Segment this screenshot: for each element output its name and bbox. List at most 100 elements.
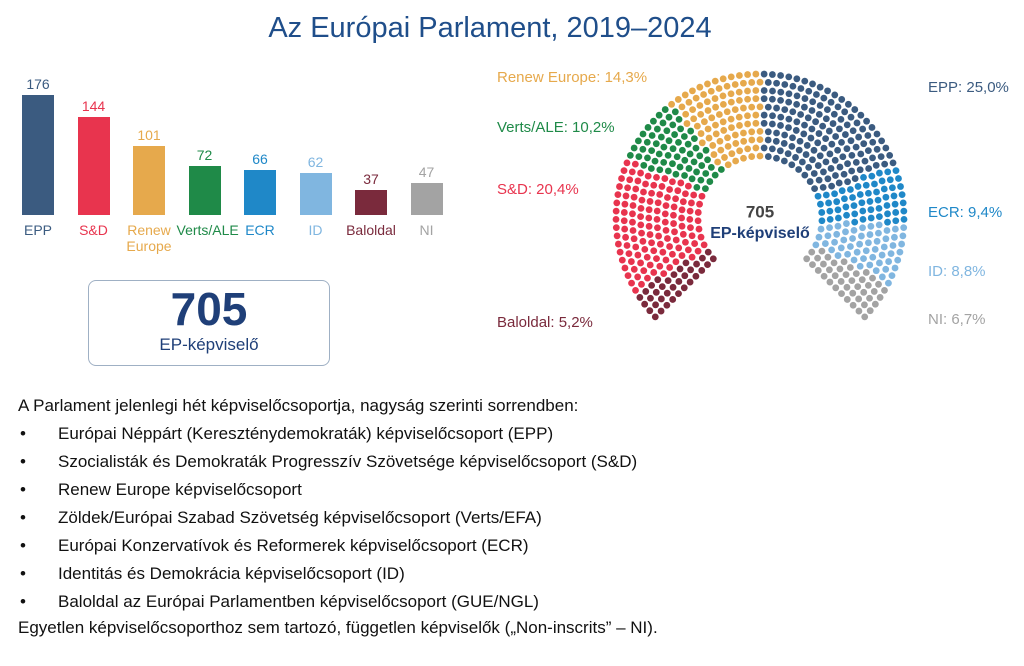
seat — [634, 273, 642, 281]
seat — [680, 133, 688, 140]
seat — [653, 207, 661, 215]
seat — [852, 143, 860, 151]
seat — [669, 160, 676, 168]
seat — [838, 138, 845, 146]
seat — [744, 87, 751, 95]
seat — [869, 154, 876, 162]
seat — [844, 178, 851, 186]
seat — [856, 191, 864, 198]
seat — [752, 95, 760, 103]
seat — [696, 200, 703, 208]
value-label: 176 — [26, 76, 50, 93]
seat — [850, 202, 858, 210]
seat — [704, 248, 712, 256]
seat — [805, 87, 813, 95]
seat — [670, 271, 678, 279]
seat — [623, 159, 631, 167]
seat — [637, 169, 644, 177]
seat — [811, 185, 818, 193]
seat — [616, 248, 624, 256]
seat — [822, 135, 830, 143]
seat — [735, 113, 743, 121]
seat — [648, 147, 656, 155]
seat — [624, 184, 632, 192]
seat — [675, 278, 683, 285]
bar — [355, 189, 387, 215]
seat — [830, 259, 838, 267]
seat — [658, 283, 666, 291]
seat — [760, 95, 768, 103]
seat — [793, 100, 801, 108]
seat — [850, 226, 858, 234]
seat — [686, 278, 694, 286]
seat — [665, 137, 673, 145]
seat — [630, 235, 638, 243]
seat — [669, 283, 677, 291]
seat — [648, 281, 656, 289]
seat — [840, 170, 848, 178]
seat — [641, 245, 649, 253]
seat — [716, 137, 724, 145]
share-label: ECR: 9,4% — [928, 204, 1002, 221]
seat — [868, 124, 876, 131]
seat — [768, 71, 776, 78]
group-list: Európai Néppárt (Kereszténydemokraták) k… — [18, 420, 658, 616]
seat — [855, 307, 863, 315]
seat — [686, 215, 694, 223]
seat — [841, 108, 849, 116]
seat — [740, 79, 747, 87]
seat — [698, 139, 706, 147]
seat — [655, 150, 663, 158]
seat — [727, 90, 735, 98]
seat — [678, 222, 686, 230]
list-item: Európai Néppárt (Kereszténydemokraták) k… — [18, 420, 658, 448]
seat — [614, 191, 622, 199]
seat — [714, 158, 722, 166]
seat — [878, 273, 886, 281]
seat — [777, 113, 785, 121]
seat — [856, 240, 864, 248]
seat — [831, 91, 839, 99]
seat — [671, 228, 678, 236]
seat — [809, 261, 816, 269]
list-item: Baloldal az Európai Parlamentben képvise… — [18, 588, 658, 616]
seat — [664, 277, 672, 285]
seat — [815, 233, 823, 241]
seat — [840, 236, 848, 244]
seat — [819, 122, 827, 130]
seat — [635, 153, 643, 160]
seat — [744, 112, 751, 120]
seat — [622, 192, 630, 200]
seat — [644, 274, 651, 282]
seat — [861, 301, 868, 309]
seat — [798, 158, 806, 166]
seat — [769, 112, 776, 120]
seat — [768, 120, 776, 128]
seat — [803, 255, 811, 263]
seat — [628, 279, 635, 287]
seat — [692, 144, 700, 152]
seat — [659, 248, 667, 256]
seat — [645, 206, 653, 214]
seat — [661, 218, 669, 226]
seat — [822, 115, 830, 123]
seat — [882, 235, 890, 243]
seat — [696, 102, 704, 109]
seat — [872, 267, 880, 275]
seat — [629, 227, 637, 234]
seat — [748, 79, 756, 86]
seat — [838, 290, 845, 298]
seat — [697, 110, 705, 118]
seat — [900, 215, 908, 223]
seat — [848, 277, 856, 285]
seat — [677, 179, 685, 187]
seat — [637, 221, 645, 229]
seat — [756, 127, 764, 135]
seat — [623, 242, 631, 249]
seat — [831, 190, 838, 198]
seat — [666, 243, 673, 250]
seat — [849, 301, 857, 309]
seat — [882, 144, 890, 152]
seat — [638, 280, 645, 288]
